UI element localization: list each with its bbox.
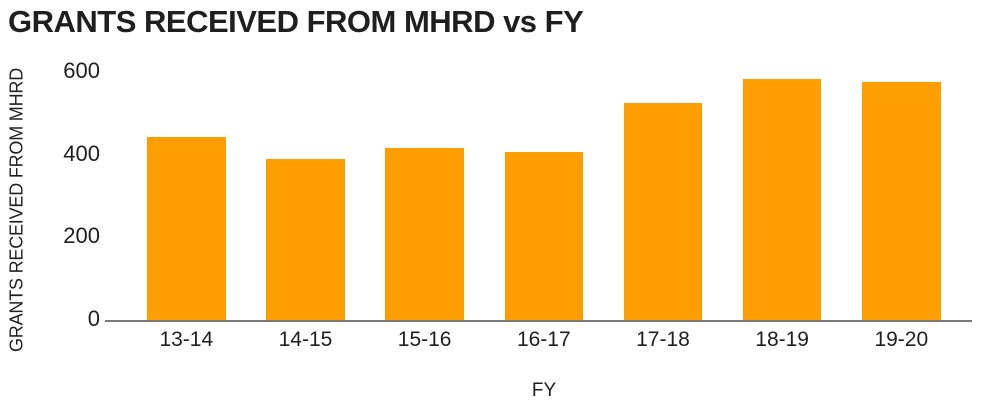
x-axis-title: FY bbox=[531, 380, 557, 401]
y-tick-label-400: 400 bbox=[63, 140, 100, 166]
bar-14-15 bbox=[266, 158, 345, 320]
y-tick-label-0: 0 bbox=[87, 306, 100, 331]
bar-17-18 bbox=[623, 103, 703, 320]
x-tick-label-15-16: 15-16 bbox=[397, 328, 452, 351]
bar-15-16 bbox=[385, 148, 464, 320]
x-tick-label-14-15: 14-15 bbox=[278, 328, 333, 351]
x-tick-label-13-14: 13-14 bbox=[159, 328, 214, 351]
x-axis-line bbox=[105, 320, 972, 322]
chart-title: GRANTS RECEIVED FROM MHRD vs FY bbox=[8, 4, 584, 39]
bar-13-14 bbox=[147, 136, 226, 320]
bar-16-17 bbox=[504, 152, 584, 320]
bar-19-20 bbox=[862, 81, 941, 320]
y-tick-label-600: 600 bbox=[63, 58, 100, 83]
x-tick-label-16-17: 16-17 bbox=[516, 328, 571, 351]
y-axis-title: GRANTS RECEIVED FROM MHRD bbox=[6, 67, 27, 353]
y-tick-label-200: 200 bbox=[63, 223, 100, 249]
bar-18-19 bbox=[742, 79, 822, 320]
x-tick-label-17-18: 17-18 bbox=[636, 328, 690, 351]
x-tick-label-18-19: 18-19 bbox=[755, 328, 809, 351]
x-tick-label-19-20: 19-20 bbox=[874, 328, 929, 351]
